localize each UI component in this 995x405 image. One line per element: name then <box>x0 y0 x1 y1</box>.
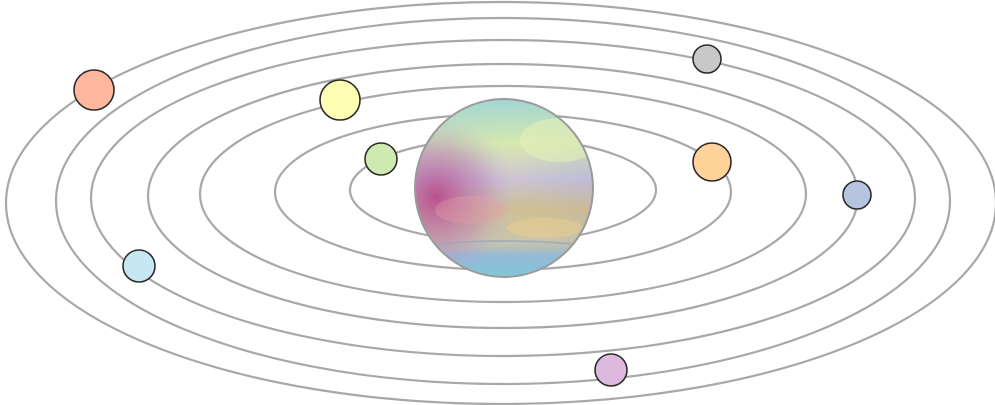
orbit-ring-5 <box>89 38 917 358</box>
orbit-ring-3 <box>198 84 808 304</box>
planet-orange <box>692 142 732 182</box>
planet-salmon <box>73 69 115 111</box>
planet-cyan <box>122 249 156 283</box>
planet-violet <box>594 353 628 387</box>
iridescent-sun-icon <box>414 98 594 278</box>
planet-yellow <box>319 79 361 121</box>
planets <box>73 44 872 387</box>
planet-blue <box>842 180 872 210</box>
planet-gray <box>692 44 722 74</box>
planet-green <box>364 142 398 176</box>
orbit-ring-7 <box>5 0 995 405</box>
orbit-ring-6 <box>54 16 952 386</box>
